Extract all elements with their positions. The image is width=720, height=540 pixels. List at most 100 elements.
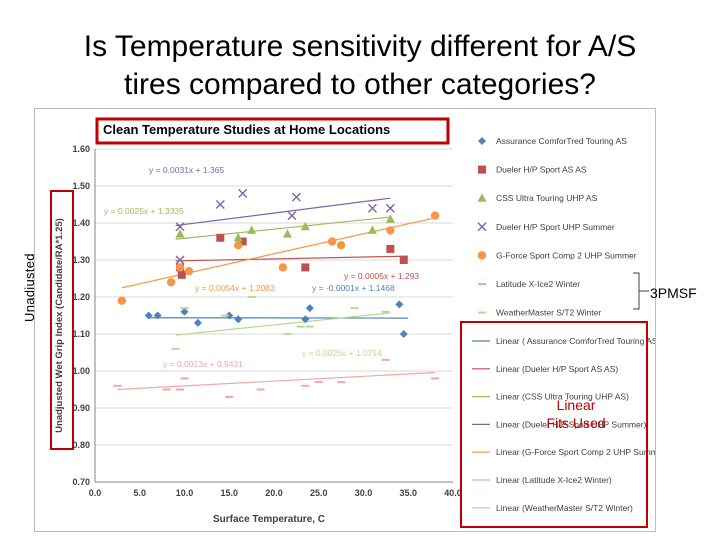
data-point-series-1 [234,315,243,324]
slide-title-line-1: Is Temperature sensitivity different for… [83,30,637,63]
data-point-series-6 [314,381,323,384]
y-axis-title-highlight-box [50,190,74,450]
fit-equation-label: y = -0.0001x + 1.1468 [312,283,395,293]
data-point-series-6 [180,377,189,380]
data-point-series-2 [301,263,310,272]
y-tick-label: 1.00 [72,366,90,376]
data-point-series-4-shape [215,200,225,209]
y-axis-title: Unadjusted Wet Grip Index (Candidate/RA*… [54,218,65,433]
chart-title-highlight-box [95,117,450,145]
data-point-series-7 [180,307,189,310]
data-point-series-7 [381,310,390,313]
data-point-series-3-shape [247,225,257,234]
data-point-series-6 [431,377,440,380]
data-point-series-4-shape [291,192,301,202]
data-point-series-1-shape [395,300,404,309]
fit-line-6 [117,371,436,391]
fit-line-2 [175,255,409,262]
data-point-series-1 [180,307,189,316]
callout-3pmsf: 3PMSF [650,285,697,301]
legend-marker-shape [477,193,487,202]
fit-equation-label: y = 0.0025x + 1.3335 [104,206,184,216]
data-point-series-7-shape [381,310,390,313]
data-point-series-3 [233,232,243,242]
data-point-series-6 [337,381,346,384]
data-point-series-2-shape [177,270,186,279]
data-point-series-2 [238,237,247,246]
callout-linear-fits: Linear Fits Used [528,396,624,432]
data-point-series-5 [278,263,288,272]
data-point-series-7-shape [305,325,314,328]
data-point-series-5-shape [117,296,127,305]
data-point-series-5 [234,241,243,250]
data-point-series-7-shape [350,307,359,310]
data-point-series-7 [305,325,314,328]
data-point-series-7-shape [296,325,305,328]
data-point-series-2-shape [399,256,408,264]
x-tick-label: 30.0 [355,488,373,498]
legend-marker-shape [478,137,486,145]
data-point-series-1-shape [225,311,234,320]
data-point-series-5-shape [175,263,185,272]
legend-label: Latitude X-Ice2 Winter [496,279,580,289]
data-point-series-5 [327,237,337,246]
data-point-series-5-shape [184,266,194,276]
data-point-series-7 [171,347,180,350]
data-point-series-3 [385,214,395,223]
data-point-series-4 [287,211,297,221]
data-point-series-2-shape [238,237,247,246]
data-point-series-5-shape [278,263,288,272]
legend-marker [478,311,486,314]
data-point-series-1-shape [234,315,243,324]
data-point-series-5 [430,211,440,220]
legend-marker-shape [478,311,486,314]
callout-linear-line-1: Linear [556,397,596,413]
data-point-series-1-shape [153,311,162,320]
data-point-series-5 [386,226,395,235]
legend-marker [478,283,486,285]
data-point-series-6-shape [225,395,234,398]
data-point-series-2 [386,244,395,253]
data-point-series-4-shape [238,188,248,198]
data-point-series-5 [117,296,127,305]
data-point-series-1 [305,304,314,313]
data-point-series-4-shape [175,222,185,232]
fit-equation-label: y = 0.0031x + 1.365 [149,165,224,175]
y-tick-label: 1.10 [72,329,90,339]
legend-fit-label: Linear (Latitude X-Ice2 Winter) [496,475,612,485]
data-point-series-5 [184,266,194,276]
legend-label: CSS Ultra Touring UHP AS [496,193,598,203]
data-point-series-2 [399,256,408,264]
legend-fit-label: Linear (CSS Ultra Touring UHP AS) [496,392,629,402]
fit-line-4 [175,197,391,227]
y-tick-label: 1.30 [72,255,90,265]
data-point-series-6-shape [381,358,390,361]
legend-label: G-Force Sport Comp 2 UHP Summer [496,250,637,260]
data-point-series-6 [113,384,122,387]
fit-equation-label: y = 0.0005x + 1.293 [344,271,419,281]
legend-marker [477,251,487,260]
data-point-series-5-shape [234,241,243,250]
y-tick-label: 1.60 [72,144,90,154]
y-tick-label: 1.40 [72,218,90,228]
data-point-series-7-shape [283,333,292,335]
data-point-series-7-shape [220,314,229,317]
x-tick-label: 0.0 [89,488,102,498]
y-tick-label: 1.20 [72,292,90,302]
data-point-series-6 [256,388,265,391]
data-point-series-2-shape [216,233,225,242]
x-tick-label: 35.0 [399,488,417,498]
data-point-series-3 [175,229,185,238]
data-point-series-3 [300,221,310,231]
legend-marker-shape [478,165,486,174]
linear-fits-highlight-box [460,321,648,528]
y-tick-label: 1.50 [72,181,90,191]
x-axis-title: Surface Temperature, C [213,514,325,525]
x-tick-label: 20.0 [265,488,283,498]
legend-fit-label: Linear ( Assurance ComforTred Touring AS… [496,336,655,346]
data-point-series-3-shape [175,229,185,238]
data-point-series-2 [177,270,186,279]
legend-fit-label: Linear (WeatherMaster S/T2 Winter) [496,503,633,513]
data-point-series-7 [220,314,229,317]
chart-figure: Clean Temperature Studies at Home Locati… [34,108,656,532]
